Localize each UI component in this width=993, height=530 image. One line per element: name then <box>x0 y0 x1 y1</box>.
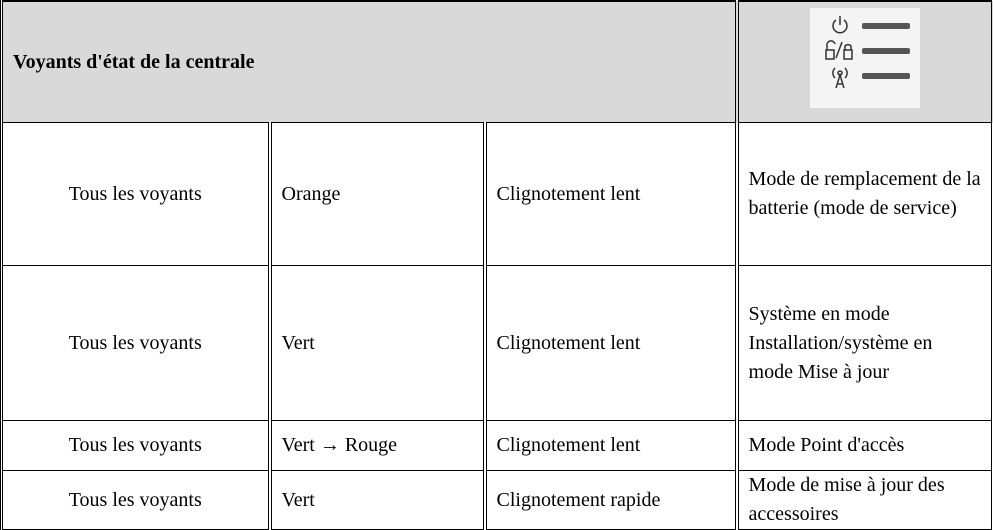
table-row: Tous les voyants Vert Clignotement lent Sys… <box>0 265 993 421</box>
table-cell: Clignotement lent <box>482 122 738 266</box>
table-cell: Mode de remplacement de la batterie (mod… <box>734 122 993 266</box>
header-title: Voyants d'état de la centrale <box>0 0 738 123</box>
table-row: Tous les voyants Orange Clignotement lent M… <box>0 122 993 266</box>
table-cell: Clignotement lent <box>482 420 738 471</box>
table-cell: Système en mode Installation/système en … <box>734 265 993 421</box>
table-cell: Orange <box>267 122 485 266</box>
table-cell: Tous les voyants <box>0 470 270 530</box>
table-cell: Clignotement rapide <box>482 470 738 530</box>
table-cell: Vert <box>267 265 485 421</box>
table-cell: Vert → Rouge <box>267 420 485 471</box>
table-cell: Clignotement lent <box>482 265 738 421</box>
table-cell: Tous les voyants <box>0 420 270 471</box>
table-cell: Tous les voyants <box>0 122 270 266</box>
table-cell: Vert <box>267 470 485 530</box>
table-cell: Mode Point d'accès <box>734 420 993 471</box>
table-row: Tous les voyants Vert Clignotement rapide M… <box>0 470 993 530</box>
header-row: Voyants d'état de la centrale <box>0 0 993 123</box>
panel-image-cell <box>734 0 993 123</box>
table-cell: Mode de mise à jour des accessoires <box>734 470 993 530</box>
table-row: Tous les voyants Vert → Rouge Clignotement… <box>0 420 993 471</box>
panel-icon <box>809 7 920 108</box>
table-cell: Tous les voyants <box>0 265 270 421</box>
